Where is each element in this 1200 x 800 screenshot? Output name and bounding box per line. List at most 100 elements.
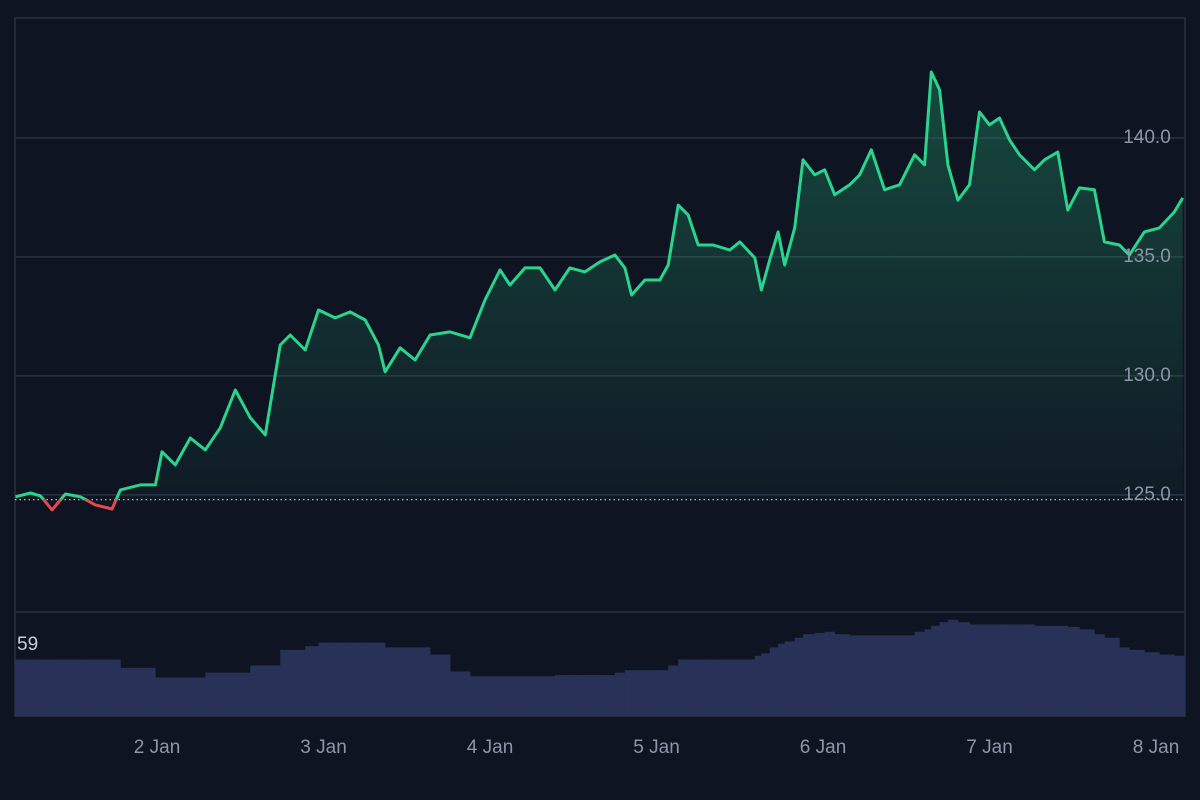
volume-bar — [769, 647, 779, 716]
volume-bar — [1057, 625, 1069, 716]
volume-bar — [140, 667, 156, 716]
volume-bar — [849, 635, 860, 716]
volume-bar — [688, 659, 699, 716]
volume-bar — [947, 619, 959, 716]
volume-bar — [112, 659, 121, 716]
volume-bar — [1019, 624, 1035, 716]
volume-bar — [1034, 625, 1045, 716]
volume-bar — [500, 676, 511, 716]
x-tick-label: 3 Jan — [300, 737, 346, 758]
volume-bar — [385, 647, 401, 716]
volume-bar — [957, 622, 970, 716]
volume-bar — [510, 676, 526, 716]
volume-bar — [678, 659, 689, 716]
y-tick-label: 135.0 — [1123, 246, 1171, 267]
volume-bar — [1044, 625, 1059, 716]
volume-bar — [939, 622, 949, 716]
volume-bar — [614, 672, 626, 716]
volume-bar — [979, 624, 990, 716]
volume-bar — [290, 649, 306, 716]
x-tick-label: 6 Jan — [800, 737, 846, 758]
volume-bar — [754, 655, 762, 716]
volume-bar — [729, 659, 741, 716]
volume-bar — [871, 635, 885, 716]
volume-bar — [631, 670, 646, 716]
volume-bar — [784, 641, 796, 716]
volume-bar — [350, 642, 366, 716]
volume-bar — [539, 676, 556, 716]
volume-bar — [1174, 655, 1183, 716]
y-tick-label: 140.0 — [1123, 127, 1171, 148]
volume-bar — [15, 659, 31, 716]
volume-bar — [1182, 655, 1186, 716]
volume-bar — [914, 631, 925, 716]
volume-bar — [162, 677, 176, 716]
volume-tick-label: 59 — [17, 634, 38, 655]
volume-bar — [470, 676, 486, 716]
x-tick-label: 7 Jan — [966, 737, 1012, 758]
volume-bar — [318, 642, 336, 716]
volume-bar — [235, 672, 251, 716]
volume-bar — [205, 672, 221, 716]
volume-bar — [644, 670, 661, 716]
volume-bar — [415, 647, 431, 716]
price-area — [15, 72, 1183, 500]
volume-bar — [155, 677, 163, 716]
volume-bar — [1094, 634, 1105, 716]
volume-bar — [175, 677, 191, 716]
volume-bar — [814, 632, 825, 716]
volume-bar — [834, 634, 850, 716]
volume-bar — [554, 675, 571, 716]
volume-bar — [713, 659, 731, 716]
volume-bar — [190, 677, 206, 716]
volume-bar — [739, 659, 756, 716]
volume-bar — [220, 672, 236, 716]
volume-bar — [485, 676, 501, 716]
volume-bar — [859, 635, 872, 716]
volume-bar — [365, 642, 379, 716]
volume-bar — [824, 631, 835, 716]
volume-bar — [794, 637, 804, 716]
volume-bar — [430, 654, 451, 716]
volume-bar — [624, 670, 632, 716]
volume-bar — [265, 665, 281, 716]
volume-bar — [584, 675, 601, 716]
volume-bar — [450, 671, 471, 716]
volume-bar — [65, 659, 81, 716]
volume-bar — [1067, 626, 1080, 716]
volume-bar — [778, 643, 786, 716]
volume-bar — [761, 653, 771, 716]
volume-bar — [1129, 649, 1145, 716]
volume-bar — [400, 647, 416, 716]
y-tick-label: 130.0 — [1123, 365, 1171, 386]
volume-bar — [335, 642, 351, 716]
volume-bar — [668, 665, 679, 716]
volume-bar — [1159, 654, 1175, 716]
volume-bar — [95, 659, 113, 716]
volume-bar — [80, 659, 96, 716]
volume-bar — [969, 624, 980, 716]
x-tick-label: 8 Jan — [1133, 737, 1179, 758]
volume-bar — [1079, 629, 1095, 716]
price-line-above — [15, 70, 1184, 500]
volume-bar — [599, 675, 616, 716]
volume-bar — [524, 676, 541, 716]
volume-bar — [250, 665, 266, 716]
x-tick-label: 2 Jan — [134, 737, 180, 758]
volume-bar — [569, 675, 586, 716]
volume-bar — [698, 659, 714, 716]
x-tick-label: 4 Jan — [467, 737, 513, 758]
volume-bar — [52, 659, 66, 716]
volume-bar — [999, 624, 1010, 716]
volume-bar — [305, 646, 319, 716]
volume-bar — [378, 642, 386, 716]
volume-bar — [40, 659, 53, 716]
x-tick-label: 5 Jan — [633, 737, 679, 758]
volume-bar — [924, 629, 932, 716]
volume-bar — [1009, 624, 1020, 716]
volume-bar — [120, 667, 141, 716]
volume-bar — [803, 634, 816, 716]
volume-bar — [1104, 637, 1120, 716]
volume-bar — [659, 670, 669, 716]
